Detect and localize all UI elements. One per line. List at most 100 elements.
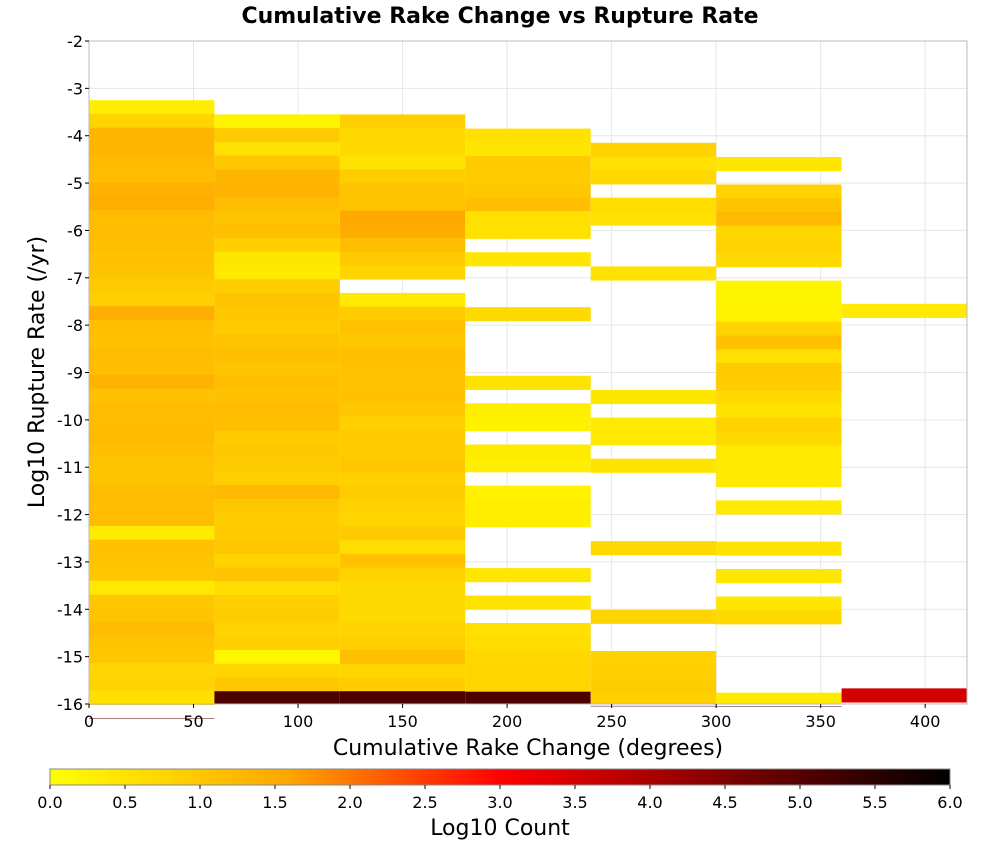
heatmap-cell: [214, 430, 340, 445]
heatmap-cell: [214, 265, 340, 280]
heatmap-cell: [465, 142, 591, 157]
heatmap-cell: [89, 663, 215, 678]
heatmap-cell: [339, 141, 466, 156]
heatmap-cell: [339, 677, 466, 692]
heatmap-cell: [214, 622, 340, 637]
heatmap-cell: [89, 580, 215, 595]
heatmap-cell: [214, 210, 340, 225]
heatmap-cell: [214, 650, 340, 665]
heatmap-cell: [89, 649, 215, 664]
heatmap-cell: [716, 706, 842, 707]
heatmap-cell: [590, 458, 717, 473]
y-tick-label: -10: [57, 411, 83, 430]
heatmap-cell: [465, 513, 591, 528]
heatmap-cell: [89, 278, 215, 293]
heatmap-cell: [465, 691, 591, 705]
heatmap-cell: [339, 265, 466, 280]
colorbar-tick-label: 5.5: [862, 793, 887, 812]
heatmap-cell: [465, 623, 591, 638]
heatmap-cell: [590, 142, 717, 157]
heatmap-cell: [716, 157, 842, 172]
heatmap-cell: [214, 595, 340, 610]
heatmap-cell: [716, 569, 842, 584]
heatmap-cell: [465, 677, 591, 693]
heatmap-cells: [89, 100, 967, 719]
heatmap-cell: [339, 622, 466, 637]
heatmap-cell: [465, 636, 591, 651]
y-tick-label: -8: [67, 316, 83, 335]
heatmap-cell: [214, 306, 340, 321]
heatmap-cell: [590, 692, 717, 705]
heatmap-cell: [716, 541, 842, 556]
heatmap-cell: [716, 308, 842, 323]
heatmap-cell: [339, 320, 466, 335]
heatmap-cell: [339, 375, 466, 390]
heatmap-cell: [89, 471, 215, 486]
heatmap-cell: [716, 294, 842, 309]
heatmap-cell: [214, 238, 340, 253]
heatmap-cell: [590, 541, 717, 556]
heatmap-cell: [339, 512, 466, 527]
heatmap-cell: [89, 182, 215, 197]
heatmap-cell: [716, 198, 842, 213]
heatmap-cell: [214, 183, 340, 198]
heatmap-cell: [339, 608, 466, 623]
heatmap-cell: [590, 197, 717, 212]
heatmap-cell: [339, 595, 466, 610]
heatmap-cell: [214, 608, 340, 623]
colorbar-tick-label: 2.0: [337, 793, 362, 812]
heatmap-cell: [214, 498, 340, 514]
heatmap-cell: [89, 677, 215, 692]
heatmap-cell: [214, 169, 340, 184]
heatmap-cell: [339, 498, 466, 514]
heatmap-cell: [465, 417, 591, 432]
colorbar-tick-label: 0.0: [37, 793, 62, 812]
heatmap-cell: [716, 445, 842, 460]
heatmap-cell: [89, 265, 215, 280]
heatmap-cell: [339, 567, 466, 582]
heatmap-cell: [716, 417, 842, 433]
colorbar-tick-label: 2.5: [412, 793, 437, 812]
heatmap-cell: [339, 416, 466, 431]
heatmap-cell: [465, 211, 591, 226]
heatmap-cell: [339, 457, 466, 472]
heatmap-cell: [465, 375, 591, 390]
heatmap-cell: [339, 581, 466, 596]
heatmap-cell: [214, 114, 340, 129]
heatmap-cell: [89, 155, 215, 170]
heatmap-cell: [214, 471, 340, 486]
heatmap-cell: [89, 223, 215, 238]
heatmap-cell: [89, 704, 215, 705]
heatmap-cell: [214, 375, 340, 390]
heatmap-cell: [214, 361, 340, 376]
heatmap-cell: [89, 100, 215, 115]
colorbar-tick-label: 3.5: [562, 793, 587, 812]
heatmap-cell: [716, 280, 842, 295]
y-tick-label: -16: [57, 695, 83, 714]
heatmap-cell: [841, 303, 967, 318]
heatmap-cell: [590, 266, 717, 281]
y-tick-label: -13: [57, 553, 83, 572]
heatmap-cell: [339, 210, 466, 225]
heatmap-cell: [465, 197, 591, 212]
heatmap-cell: [716, 596, 842, 611]
y-tick-label: -7: [67, 269, 83, 288]
heatmap-cell: [339, 444, 466, 459]
y-tick-label: -4: [67, 127, 83, 146]
heatmap-cell: [339, 169, 466, 184]
heatmap-cell: [590, 417, 717, 432]
heatmap-cell: [89, 635, 215, 650]
x-tick-label: 100: [283, 712, 314, 731]
heatmap-cell: [339, 183, 466, 198]
heatmap-cell: [214, 389, 340, 404]
heatmap-cell: [716, 211, 842, 227]
y-tick-label: -2: [67, 32, 83, 51]
x-axis: 0 50 100 150 200 250 300 350 400: [84, 704, 940, 731]
heatmap-cell: [89, 512, 215, 527]
heatmap-cell: [214, 444, 340, 459]
heatmap-cell: [89, 443, 215, 458]
heatmap-cell: [89, 196, 215, 211]
heatmap-cell: [89, 292, 215, 307]
colorbar: [49, 768, 951, 786]
heatmap-cell: [716, 225, 842, 240]
